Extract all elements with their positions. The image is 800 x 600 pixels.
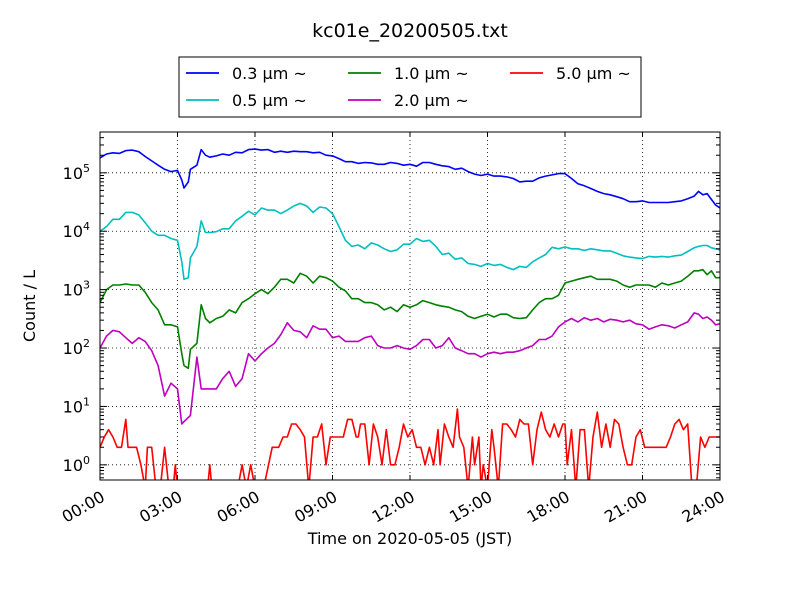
series-line-5-0um: [100, 408, 720, 480]
y-tick-label: 105: [63, 162, 90, 183]
legend: 0.3 μm ~ 0.5 μm ~ 1.0 μm ~ 2.0 μm ~ 5.0 μm ~: [178, 56, 642, 118]
x-tick-label: 00:00: [59, 487, 108, 527]
x-axis-label: Time on 2020-05-05 (JST): [307, 529, 512, 548]
y-tick-label: 102: [63, 337, 90, 358]
y-tick-label: 100: [63, 454, 90, 475]
legend-label-2-0um: 2.0 μm ~: [394, 91, 469, 110]
y-tick-label: 101: [63, 395, 90, 416]
legend-label-0-5um: 0.5 μm ~: [232, 91, 307, 110]
x-tick-label: 21:00: [601, 487, 650, 527]
legend-label-0-3um: 0.3 μm ~: [232, 64, 307, 83]
series-lines: [100, 148, 720, 480]
series-line-1-0um: [100, 268, 720, 370]
y-tick-label: 103: [63, 279, 90, 300]
x-tick-label: 12:00: [369, 487, 418, 527]
y-axis-label: Count / L: [20, 270, 39, 342]
x-tick-label: 18:00: [524, 487, 573, 527]
x-tick-label: 15:00: [446, 487, 495, 527]
plot-frame: [99, 131, 721, 481]
legend-label-5-0um: 5.0 μm ~: [556, 64, 631, 83]
x-tick-label: 24:00: [679, 487, 728, 527]
y-tick-label: 104: [63, 220, 90, 241]
series-line-2-0um: [100, 312, 720, 425]
axis-ticks: [99, 131, 721, 480]
series-line-0-5um: [100, 202, 720, 281]
x-tick-labels: 00:00 03:00 06:00 09:00 12:00 15:00 18:00 21:00…: [59, 487, 728, 527]
grid: [100, 132, 720, 480]
y-tick-labels: 100 101 102 103 104 105: [63, 162, 90, 475]
legend-label-1-0um: 1.0 μm ~: [394, 64, 469, 83]
chart-title: kc01e_20200505.txt: [312, 20, 508, 42]
x-tick-label: 09:00: [291, 487, 340, 527]
x-tick-label: 03:00: [136, 487, 185, 527]
legend-box: [178, 56, 642, 118]
x-tick-label: 06:00: [214, 487, 263, 527]
series-line-0-3um: [100, 148, 720, 209]
